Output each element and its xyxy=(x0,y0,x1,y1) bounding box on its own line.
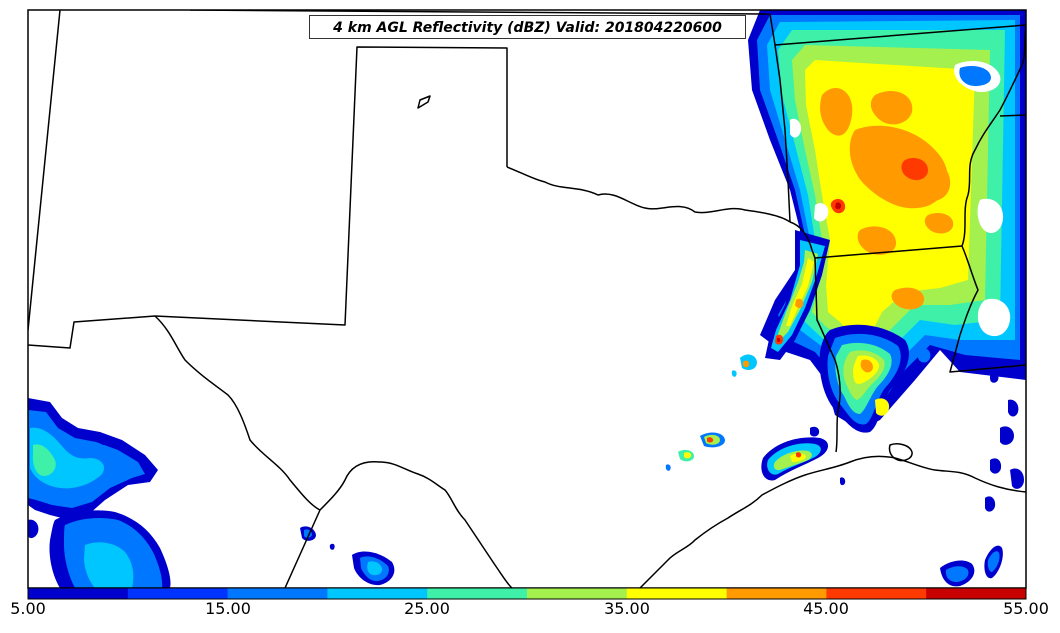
boundaries xyxy=(28,10,1026,588)
mexico-border-west xyxy=(284,509,321,588)
new-mexico-border xyxy=(28,10,61,331)
colorbar-segment xyxy=(28,588,129,599)
map-title: 4 km AGL Reflectivity (dBZ) Valid: 20180… xyxy=(309,15,746,39)
precip-cells-isolated xyxy=(300,354,1024,587)
louisiana-mississippi-border xyxy=(949,245,1026,373)
colorbar-segment xyxy=(227,588,328,599)
colorbar-segment xyxy=(926,588,1027,599)
colorbar-tick-label: 15.00 xyxy=(205,599,251,618)
colorbar-segment xyxy=(327,588,428,599)
new-mexico-texas-border xyxy=(28,46,508,349)
precip-region-southwest xyxy=(28,398,171,588)
colorbar-segment xyxy=(626,588,728,599)
lake-outline xyxy=(417,95,431,109)
mexico-border xyxy=(154,315,513,588)
colorbar-tick-label: 45.00 xyxy=(803,599,849,618)
mississippi-river xyxy=(961,24,1026,247)
bay-outline xyxy=(888,443,913,462)
gulf-coast xyxy=(639,455,1026,588)
precip-line-east-texas xyxy=(765,230,830,360)
colorbar-border xyxy=(27,587,1027,600)
arkansas-louisiana-border xyxy=(814,245,963,259)
colorbar-tick-label: 55.00 xyxy=(1003,599,1049,618)
oklahoma-texas-border xyxy=(506,166,791,223)
colorbar-segment xyxy=(427,588,528,599)
precip-region-southeast xyxy=(819,324,931,433)
colorbar-segment xyxy=(826,588,927,599)
colorbar-segment xyxy=(127,588,229,599)
colorbar-tick-label: 5.00 xyxy=(10,599,46,618)
colorbar-tick-label: 25.00 xyxy=(404,599,450,618)
precip-region-northeast xyxy=(748,10,1026,430)
tennessee-border xyxy=(999,114,1026,117)
oklahoma-arkansas-border xyxy=(769,13,791,223)
missouri-arkansas-border xyxy=(774,24,1026,46)
colorbar xyxy=(27,587,1027,600)
reflectivity-field xyxy=(28,10,1026,588)
colorbar-segment xyxy=(527,588,628,599)
colorbar-tick-label: 35.00 xyxy=(604,599,650,618)
texas-louisiana-border xyxy=(789,221,841,453)
colorbar-segment xyxy=(726,588,827,599)
